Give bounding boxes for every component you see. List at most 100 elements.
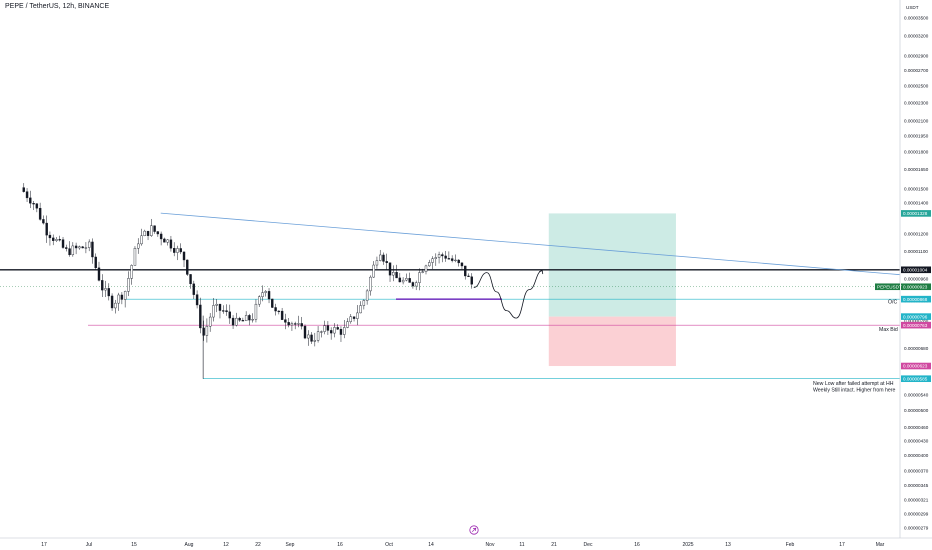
drawing-lines: O/C Max Bid (0, 212, 901, 380)
candle (352, 316, 356, 322)
projection-path (473, 270, 544, 319)
candle (29, 190, 32, 209)
candle (231, 315, 235, 329)
svg-text:0.00000868: 0.00000868 (903, 297, 928, 302)
candle (156, 231, 160, 237)
candle (97, 261, 101, 282)
candle (137, 238, 140, 254)
candle (424, 264, 428, 275)
candle (343, 320, 346, 339)
candle (359, 301, 362, 314)
candle (395, 264, 398, 279)
price-tick-label: 0.00000500 (904, 408, 929, 413)
price-tick-label: 0.00001950 (904, 134, 929, 139)
time-tick-label: Aug (185, 542, 194, 548)
time-tick-label: Oct (385, 542, 393, 548)
svg-text:0.00000585: 0.00000585 (903, 376, 928, 381)
symbol-tag: PEPEUSDT (877, 284, 902, 289)
candle (163, 237, 166, 243)
candle (271, 298, 274, 308)
candle (176, 245, 179, 261)
candle (382, 252, 385, 265)
candle (182, 251, 186, 268)
candle (84, 242, 88, 254)
candle (460, 262, 464, 270)
max-bid-label: Max Bid (879, 327, 898, 333)
candle (254, 299, 258, 323)
price-tick-label: 0.00001400 (904, 200, 929, 205)
candle (375, 256, 379, 269)
price-tick-label: 0.00000345 (904, 483, 929, 488)
candle (326, 321, 330, 335)
candle (110, 293, 114, 311)
candle (222, 305, 225, 314)
candle (303, 324, 307, 340)
candle (228, 304, 231, 324)
annotation-group: New Low after failed attempt at HHWeekly… (813, 381, 895, 394)
candle (94, 253, 97, 270)
candle (454, 254, 457, 263)
time-tick-label: 13 (725, 542, 731, 548)
candle (447, 251, 451, 260)
tradingview-logo-icon (469, 525, 479, 535)
projected-path[interactable] (473, 270, 543, 319)
candle (267, 288, 271, 304)
time-tick-label: Nov (486, 542, 495, 548)
candle (244, 311, 248, 322)
candle (408, 272, 411, 283)
candle (241, 317, 245, 322)
price-tag: 0.00000623 (901, 362, 931, 370)
price-tick-label: 0.00001500 (904, 186, 929, 191)
candle (117, 292, 120, 311)
price-axis: 0.00003500 0.00003200 0.00002900 0.00002700… (904, 16, 929, 531)
svg-text:0.00000923: 0.00000923 (903, 284, 928, 289)
time-tick-label: 16 (634, 542, 640, 548)
price-tag: 0.00000796 (901, 313, 931, 320)
price-tick-label: 0.00000960 (904, 276, 929, 281)
candle (346, 318, 349, 329)
candle (71, 242, 75, 257)
candle (81, 245, 84, 249)
annotation-line: New Low after failed attempt at HH (813, 381, 894, 387)
price-tag: 0.00000868 (901, 295, 931, 303)
svg-text:0.00000623: 0.00000623 (903, 364, 928, 369)
svg-text:0.00001004: 0.00001004 (903, 267, 928, 272)
candle (225, 304, 228, 316)
time-tick-label: 17 (41, 542, 47, 548)
candle (215, 299, 218, 313)
candle (38, 202, 42, 221)
candle (68, 241, 71, 257)
target-zone (548, 213, 676, 317)
oc-label: O/C (888, 300, 897, 306)
svg-text:0.00001328: 0.00001328 (903, 211, 928, 216)
price-tick-label: 0.00002700 (904, 68, 929, 73)
candle (405, 273, 408, 282)
candle (91, 238, 94, 264)
price-tag: 0.00000585 (901, 375, 931, 383)
candle (101, 274, 104, 298)
candle (450, 255, 454, 263)
candle (87, 239, 91, 252)
candle (192, 280, 196, 299)
price-tick-label: 0.00001100 (904, 249, 928, 254)
candle (293, 321, 297, 330)
price-tags: 0.000013280.000010040.00000923PEPEUSDT0.… (875, 210, 931, 383)
candle (290, 321, 294, 331)
candle (310, 332, 313, 344)
candle (169, 235, 173, 252)
candle (320, 330, 323, 338)
candle (398, 272, 402, 283)
candle (385, 253, 388, 270)
position-zones (548, 213, 676, 367)
price-tick-label: 0.00000400 (904, 453, 929, 458)
candle (379, 249, 382, 262)
descending-trendline[interactable] (160, 212, 901, 276)
price-tick-label: 0.00002100 (904, 119, 929, 124)
candle (238, 316, 241, 322)
price-tick-label: 0.00001200 (904, 231, 929, 236)
price-tick-label: 0.00002900 (904, 54, 929, 59)
candle (42, 215, 45, 225)
candle (372, 261, 375, 278)
